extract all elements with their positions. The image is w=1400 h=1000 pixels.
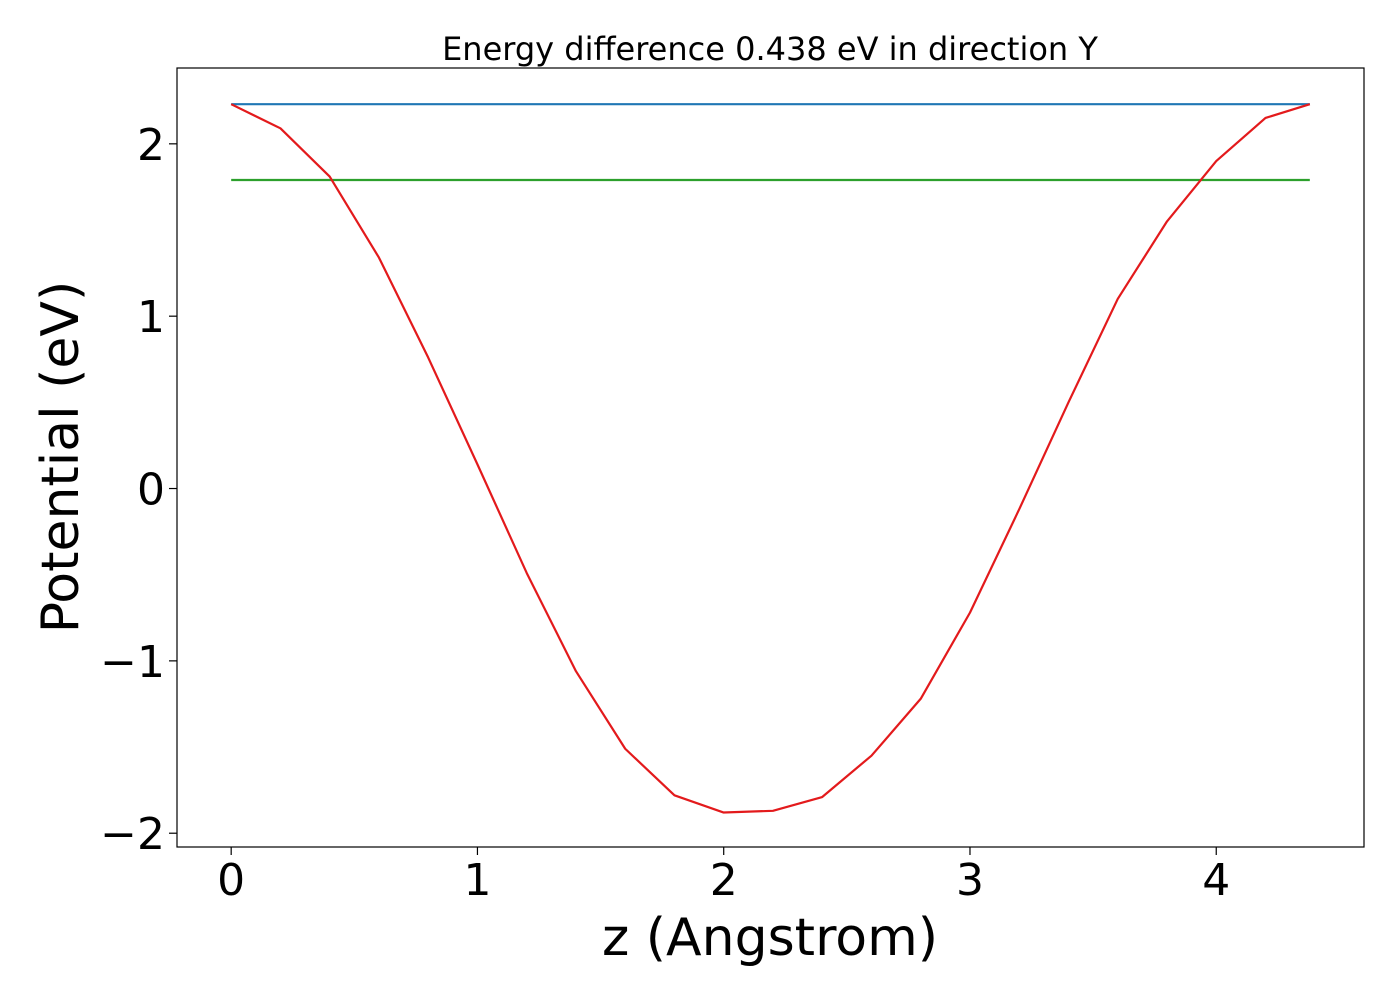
y-axis-label: Potential (eV) [31, 281, 91, 633]
y-tick-label: −2 [100, 809, 165, 860]
y-tick-label: −1 [100, 637, 165, 688]
x-tick-label: 4 [1202, 855, 1230, 906]
x-tick-label: 0 [217, 855, 245, 906]
x-tick-label: 1 [463, 855, 491, 906]
series-layer [230, 103, 1311, 814]
x-axis-label: z (Angstrom) [602, 908, 938, 968]
y-tick-label: 0 [137, 465, 165, 516]
y-axis-ticks: −2 −1 0 1 2 [100, 120, 177, 860]
series-line-2 [230, 103, 1311, 814]
chart-title: Energy difference 0.438 eV in direction … [442, 30, 1098, 68]
y-tick-label: 2 [137, 120, 165, 171]
plot-area-frame [176, 67, 1365, 848]
y-tick-label: 1 [137, 292, 165, 343]
x-axis-ticks: 0 1 2 3 4 [217, 847, 1230, 906]
x-tick-label: 2 [710, 855, 738, 906]
x-tick-label: 3 [956, 855, 984, 906]
